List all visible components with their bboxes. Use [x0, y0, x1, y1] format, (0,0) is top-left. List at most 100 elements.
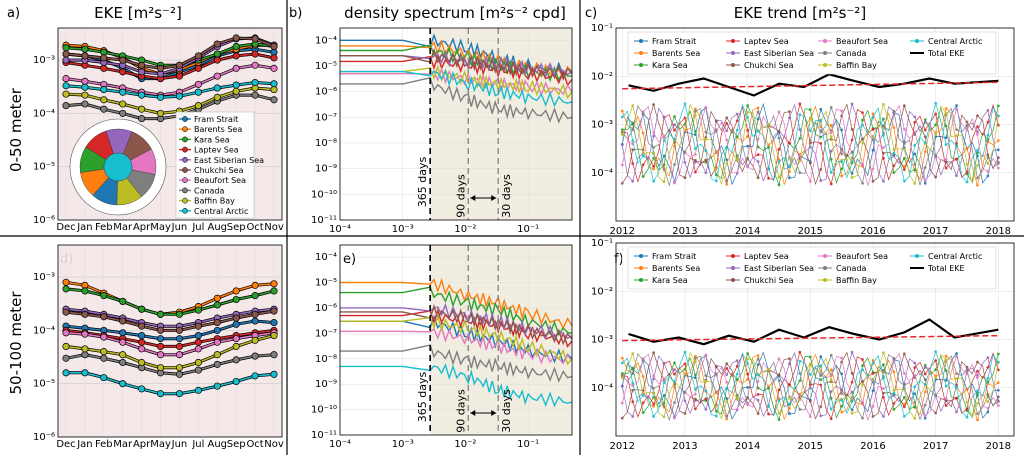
- panel-d-point: [213, 301, 221, 309]
- legend-entry: Total EKE: [927, 49, 965, 58]
- legend-entry: Central Arctic: [194, 207, 248, 216]
- legend-entry: Baffin Bay: [836, 276, 877, 285]
- panel-c-ytick: 10⁻²: [591, 71, 613, 82]
- panel-c-regional-point: [902, 147, 906, 151]
- panel-c-regional-point: [913, 152, 917, 156]
- legend-swatch-marker: [915, 254, 919, 258]
- panel-c-regional-point: [693, 113, 697, 117]
- panel-d-point: [270, 332, 278, 340]
- legend-entry: Canada: [194, 186, 225, 195]
- panel-c-regional-point: [673, 128, 676, 132]
- panel-f-regional-point: [631, 352, 635, 355]
- panel-f-regional-point: [871, 372, 875, 375]
- panel-f-ytick: 10⁻⁴: [591, 383, 613, 394]
- panel-f-regional-point: [798, 359, 802, 363]
- panel-f-regional-point: [746, 395, 750, 399]
- panel-f-regional-point: [746, 357, 750, 361]
- panel-f-regional-point: [882, 363, 885, 367]
- panel-f-regional-point: [882, 387, 885, 390]
- panel-d-point: [156, 326, 165, 334]
- panel-c-regional-point: [944, 166, 948, 170]
- panel-f-regional-point: [955, 377, 958, 380]
- panel-c-regional-point: [746, 116, 750, 119]
- panel-e-spectrum-line: [340, 325, 573, 365]
- panel-f-regional-point: [965, 387, 969, 391]
- panel-d-point: [194, 345, 202, 353]
- panel-f-regional-point: [788, 403, 791, 406]
- panel-c-regional-point: [986, 174, 990, 178]
- panel-c-regional-point: [819, 107, 823, 111]
- panel-c-regional-point: [620, 133, 624, 137]
- panel-c-regional-point: [641, 112, 645, 116]
- panel-f-regional-point: [798, 398, 802, 402]
- panel-e-xtick: 10⁻⁴: [329, 439, 351, 450]
- panel-f-regional-point: [767, 404, 770, 408]
- panel-c-regional-point: [652, 179, 656, 183]
- panel-f-regional-point: [683, 412, 687, 415]
- panel-a-xtick: Mar: [113, 222, 133, 233]
- panel-f-regional-point: [913, 366, 917, 369]
- panel-f-regional-point: [756, 379, 760, 383]
- panel-d-point: [62, 329, 70, 337]
- panel-f-regional-point: [829, 407, 833, 411]
- panel-a-point: [232, 42, 240, 51]
- panel-d-xtick: Apr: [133, 439, 151, 450]
- panel-c-regional-point: [693, 107, 697, 111]
- panel-c-ytick: 10⁻³: [591, 120, 613, 131]
- panel-c-regional-point: [944, 107, 948, 110]
- panel-c-regional-point: [673, 115, 676, 118]
- panel-f-regional-point: [746, 385, 750, 389]
- panel-c-regional-point: [944, 136, 948, 140]
- panel-c-regional-point: [986, 155, 990, 159]
- panel-f-regional-point: [735, 359, 739, 363]
- panel-a-point: [213, 84, 221, 92]
- panel-f-regional-point: [662, 415, 666, 419]
- panel-a-xtick: Jun: [171, 222, 188, 233]
- panel-f-regional-point: [944, 384, 948, 388]
- title-eke: EKE [m²s⁻²]: [94, 4, 182, 22]
- panel-c-regional-point: [819, 118, 823, 122]
- panel-e-ytick: 10⁻⁷: [315, 328, 337, 339]
- panel-f-regional-point: [986, 400, 990, 404]
- panel-f-regional-point: [882, 391, 885, 395]
- panel-c-regional-point: [913, 163, 917, 166]
- panel-c-regional-point: [777, 136, 781, 140]
- panel-c-regional-point: [788, 165, 791, 169]
- panel-f-regional-point: [735, 378, 739, 381]
- panel-d-xtick: May: [150, 439, 171, 450]
- panel-c-regional-point: [735, 135, 739, 139]
- panel-c-regional-point: [683, 116, 687, 120]
- panel-d-point: [62, 342, 70, 350]
- panel-f-regional-point: [996, 395, 1000, 399]
- panel-f-regional-point: [996, 388, 1000, 392]
- legend-entry: East Siberian Sea: [744, 49, 814, 58]
- panel-b-label-90days: 90 days: [454, 174, 467, 218]
- legend-swatch-marker: [639, 266, 643, 270]
- panel-c-regional-point: [620, 163, 624, 167]
- panel-f-xtick: 2013: [672, 441, 697, 452]
- panel-d-point: [119, 297, 127, 305]
- panel-f-regional-point: [788, 412, 791, 416]
- panel-b-ytick: 10⁻⁵: [315, 61, 337, 72]
- panel-f-regional-point: [986, 395, 990, 398]
- panel-d-point: [138, 305, 146, 313]
- panel-f-regional-point: [913, 361, 917, 365]
- panel-c-xtick: 2013: [672, 226, 697, 237]
- panel-d-point: [100, 292, 108, 300]
- panel-c-regional-point: [641, 110, 645, 114]
- panel-f-regional-point: [934, 411, 938, 415]
- panel-c-regional-point: [725, 121, 729, 125]
- legend-swatch-marker: [823, 39, 827, 43]
- panel-c-regional-point: [913, 144, 917, 147]
- panel-d-ytick: 10⁻⁵: [33, 379, 55, 390]
- panel-c-regional-point: [735, 112, 739, 116]
- panel-f-regional-point: [955, 410, 958, 414]
- panel-c-regional-point: [631, 162, 635, 165]
- panel-f-regional-point: [683, 372, 687, 376]
- panel-f-regional-point: [714, 414, 718, 418]
- panel-c-regional-point: [652, 103, 656, 106]
- panel-f-regional-point: [829, 353, 833, 357]
- panel-f-regional-point: [913, 392, 917, 396]
- panel-d-point: [213, 319, 221, 327]
- panel-f-xtick: 2017: [923, 441, 948, 452]
